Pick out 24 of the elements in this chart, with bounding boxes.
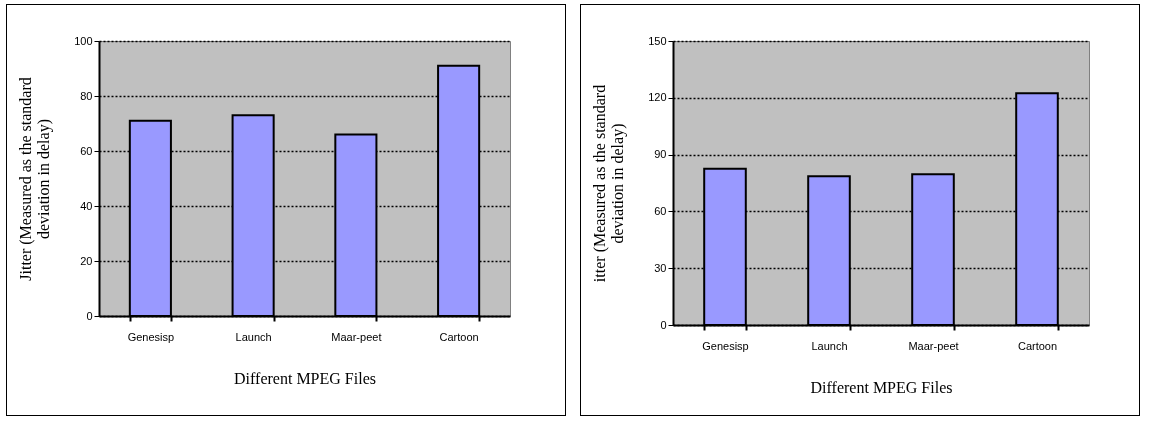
x-tick-label: Genesisp — [127, 330, 175, 343]
y-tick-label: 30 — [654, 261, 667, 274]
x-tick-label: Maar-peet — [908, 339, 959, 352]
x-tick-label: Maar-peet — [331, 330, 382, 343]
y-tick-label: 0 — [86, 309, 93, 322]
x-axis-title: Different MPEG Files — [810, 378, 953, 396]
y-tick-label: 60 — [654, 204, 667, 217]
x-tick-label: Cartoon — [439, 330, 479, 343]
y-axis-title: itter (Measured as the standard deviation in delay) — [591, 84, 628, 283]
y-tick-label: 20 — [80, 254, 93, 267]
y-tick-label: 60 — [80, 144, 93, 157]
y-tick-label: 0 — [660, 318, 667, 331]
y-tick-label: 100 — [74, 34, 93, 47]
x-axis-title: Different MPEG Files — [234, 369, 376, 387]
y-tick-label: 150 — [648, 34, 667, 47]
y-tick-label: 90 — [654, 148, 667, 161]
x-tick-label: Launch — [811, 339, 848, 352]
y-tick-label: 80 — [80, 89, 93, 102]
y-tick-label: 40 — [80, 199, 93, 212]
y-tick-label: 120 — [648, 91, 667, 104]
y-axis-title: Jitter (Measured as the standard deviation in delay) — [17, 77, 54, 281]
x-tick-label: Launch — [235, 330, 272, 343]
x-tick-label: Cartoon — [1017, 339, 1058, 352]
x-tick-label: Genesisp — [702, 339, 749, 352]
